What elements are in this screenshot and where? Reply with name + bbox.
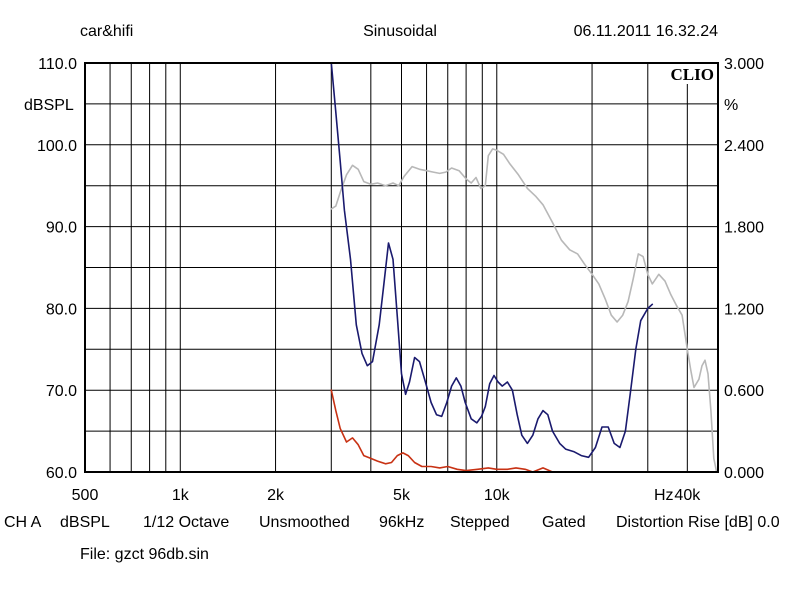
header-center-text: Sinusoidal [363, 23, 437, 40]
x-axis-unit: Hz [654, 487, 674, 504]
series-line-1 [330, 148, 718, 473]
plot-frame [84, 62, 719, 473]
y-left-tick-label: 100.0 [37, 138, 77, 155]
y-left-tick-label: 60.0 [46, 465, 77, 482]
left-axis-unit: dBSPL [24, 97, 74, 114]
info-channel: CH A [4, 514, 42, 531]
y-left-tick-label: 110.0 [38, 56, 77, 73]
series-line-2 [330, 62, 654, 459]
info-distortion: Distortion Rise [dB] 0.0 [616, 514, 780, 531]
axis-tick-labels: 500 1k 2k 5k 10k 40k 60.0 70.0 80.0 90.0 100.0 110.… [37, 56, 764, 504]
y-right-tick-label: 2.400 [724, 138, 764, 155]
y-right-tick-label: 0.600 [724, 383, 764, 400]
brand-backdrop [664, 64, 717, 84]
y-right-tick-label: 0.000 [724, 465, 764, 482]
x-tick-label: 2k [267, 487, 285, 504]
info-gating: Gated [542, 514, 586, 531]
file-name: File: gzct 96db.sin [80, 546, 209, 563]
info-resolution: 1/12 Octave [143, 514, 230, 531]
header-right-timestamp: 06.11.2011 16.32.24 [574, 23, 719, 40]
x-tick-label: 5k [393, 487, 411, 504]
info-rate: 96kHz [379, 514, 425, 531]
grid-lines [85, 63, 718, 472]
header-left-text: car&hifi [80, 23, 133, 40]
x-tick-label: 40k [674, 487, 701, 504]
y-left-tick-label: 80.0 [46, 301, 77, 318]
y-right-tick-label: 1.800 [724, 220, 764, 237]
series-line-3 [330, 389, 554, 473]
frequency-response-chart: car&hifi Sinusoidal 06.11.2011 16.32.24 … [24, 23, 764, 504]
y-right-tick-label: 3.000 [724, 56, 764, 73]
info-mode: Stepped [450, 514, 510, 531]
clio-logo: CLIO [671, 65, 714, 84]
x-tick-label: 500 [72, 487, 99, 504]
y-left-tick-label: 90.0 [46, 220, 77, 237]
y-left-tick-label: 70.0 [46, 383, 77, 400]
x-tick-label: 1k [172, 487, 190, 504]
data-series [330, 62, 718, 473]
x-tick-label: 10k [484, 487, 511, 504]
measurement-info-bar: CH A dBSPL 1/12 Octave Unsmoothed 96kHz … [0, 514, 800, 538]
info-unit: dBSPL [60, 514, 110, 531]
y-right-tick-label: 1.200 [724, 301, 764, 318]
right-axis-unit: % [724, 97, 738, 114]
info-smoothing: Unsmoothed [259, 514, 350, 531]
